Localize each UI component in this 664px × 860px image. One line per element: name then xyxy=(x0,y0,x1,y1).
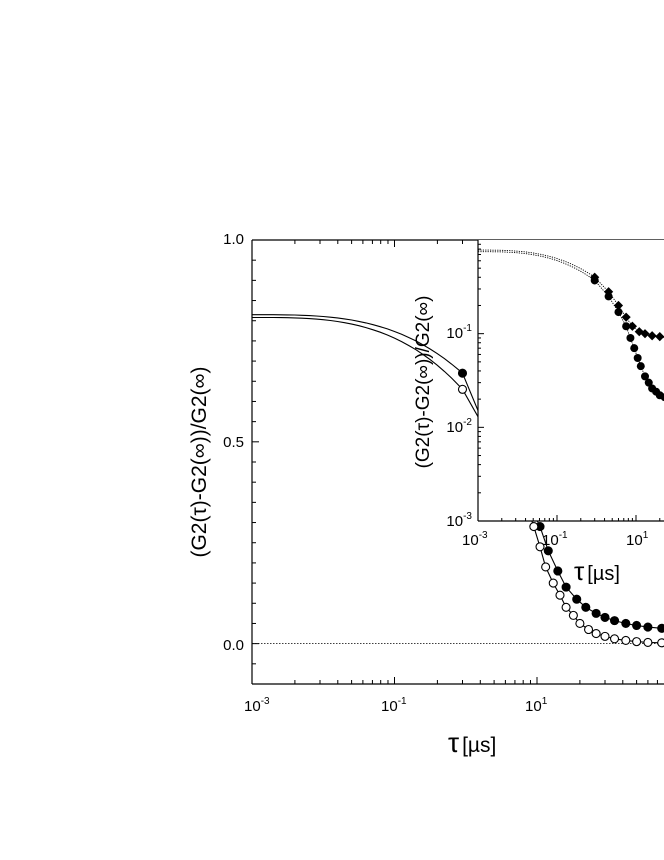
filled-circle-point xyxy=(641,372,650,381)
inset-background xyxy=(478,240,664,521)
filled-circle-point xyxy=(632,620,642,631)
filled-circle-point xyxy=(604,292,613,301)
filled-diamond-point xyxy=(621,312,631,322)
open-circle-point xyxy=(535,542,545,552)
filled-circle-point xyxy=(609,616,620,626)
inset-plot: 10-3 10-2 10-1 10-3 10-1 101 τ [µs] (G2(τ… xyxy=(413,240,664,586)
main-xaxis-title: τ [µs] xyxy=(448,727,496,758)
filled-diamond-point xyxy=(613,300,624,311)
open-circle-point xyxy=(561,602,571,612)
open-circle-point xyxy=(583,624,594,635)
filled-circle-point xyxy=(636,362,645,371)
filled-circle-point xyxy=(600,612,610,622)
filled-circle-point xyxy=(590,276,599,285)
filled-circle-point xyxy=(572,594,582,604)
filled-circle-point xyxy=(643,622,653,632)
filled-circle-point xyxy=(630,344,639,353)
filled-circle-point xyxy=(543,546,553,556)
filled-circle-point xyxy=(622,322,631,331)
filled-circle-point xyxy=(657,623,664,633)
filled-circle-point xyxy=(633,353,642,362)
open-circle-point xyxy=(548,578,558,588)
main-ytick-label: 0.0 xyxy=(223,637,244,654)
filled-circle-point xyxy=(553,566,563,576)
filled-diamond-point xyxy=(647,331,657,341)
filled-circle-point xyxy=(561,582,571,592)
filled-circle-point xyxy=(660,393,664,402)
open-circle-point xyxy=(632,637,642,647)
main-xtick-label: 10-3 xyxy=(244,696,270,715)
inset-ticks xyxy=(477,243,661,522)
inset-ytick-label: 10-2 xyxy=(446,417,472,436)
filled-circle-point xyxy=(591,608,601,618)
open-circle-point xyxy=(529,522,539,532)
filled-diamond-point xyxy=(604,287,614,297)
open-circle-point xyxy=(600,631,610,641)
inset-xtick-label: 101 xyxy=(626,530,649,549)
main-ytick-label: 1.0 xyxy=(223,231,244,248)
open-circle-point xyxy=(591,628,601,639)
inset-xaxis-title: τ [µs] xyxy=(574,556,620,586)
inset-yaxis-title: (G2(τ)-G2(∞))/G2(∞) xyxy=(413,296,434,469)
filled-diamond-point xyxy=(655,332,664,342)
filled-circle-point xyxy=(626,333,635,342)
filled-circle-point xyxy=(457,368,468,378)
open-circle-point xyxy=(575,618,585,629)
inset-series xyxy=(590,272,664,402)
open-circle-point xyxy=(609,634,620,644)
open-circle-point xyxy=(541,562,551,572)
inset-ytick-label: 10-3 xyxy=(446,511,472,530)
inset-xtick-label: 10-3 xyxy=(462,530,488,549)
main-yaxis-title: (G2(τ)-G2(∞))/G2(∞) xyxy=(188,366,211,557)
filled-circle-point xyxy=(581,602,591,612)
main-ytick-label: 0.5 xyxy=(223,434,244,451)
open-circle-point xyxy=(657,638,664,648)
filled-diamond-point xyxy=(627,321,637,331)
open-circle-point xyxy=(555,590,565,600)
main-xtick-label: 101 xyxy=(525,696,548,715)
filled-circle-point xyxy=(644,378,653,387)
filled-circle-point xyxy=(614,308,623,317)
inset-xtick-label: 10-1 xyxy=(542,530,568,549)
open-circle-point xyxy=(621,635,631,645)
open-circle-point xyxy=(457,384,468,394)
open-circle-point xyxy=(568,610,578,620)
inset-ytick-label: 10-1 xyxy=(446,323,472,342)
open-circle-point xyxy=(643,637,653,647)
filled-circle-point xyxy=(621,618,631,629)
filled-diamond-point xyxy=(640,329,650,339)
main-xtick-label: 10-1 xyxy=(381,696,407,715)
